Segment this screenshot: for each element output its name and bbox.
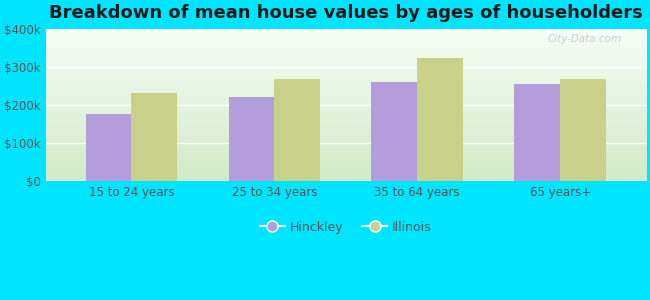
Bar — [560, 79, 606, 181]
Text: City-Data.com: City-Data.com — [548, 34, 622, 44]
Bar — [417, 58, 463, 181]
Bar — [514, 83, 560, 181]
Bar — [274, 79, 320, 181]
Bar — [86, 113, 131, 181]
Bar — [371, 82, 417, 181]
Legend: Hinckley, Illinois: Hinckley, Illinois — [255, 216, 437, 238]
Bar — [229, 97, 274, 181]
Title: Breakdown of mean house values by ages of householders: Breakdown of mean house values by ages o… — [49, 4, 643, 22]
Bar — [131, 93, 177, 181]
